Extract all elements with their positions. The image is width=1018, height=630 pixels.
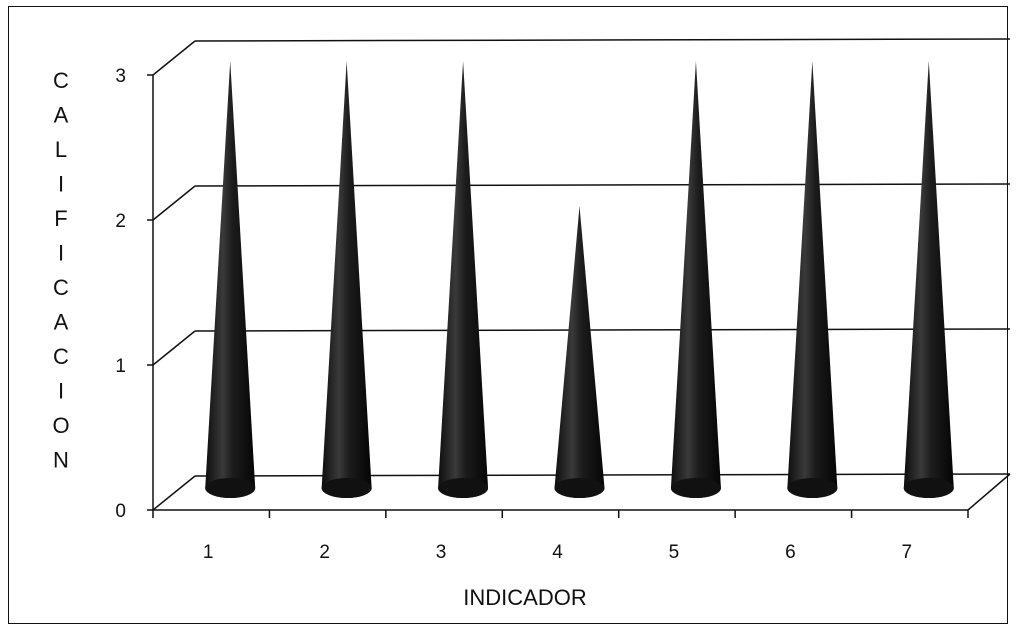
- cone-base: [321, 478, 372, 498]
- x-tick-label: 4: [552, 542, 563, 563]
- y-tick-label: 2: [115, 211, 126, 232]
- cone-body: [321, 61, 372, 498]
- cone-base: [438, 478, 489, 498]
- y-tick-label: 0: [115, 501, 126, 522]
- y-axis-title-letter: C: [53, 275, 69, 300]
- y-tick-label: 3: [115, 66, 126, 87]
- y-axis-title-letter: N: [53, 448, 69, 473]
- cone-body: [903, 61, 954, 498]
- cones: [205, 61, 954, 498]
- gridline-depth: [152, 185, 196, 221]
- y-axis-title-letter: I: [58, 172, 64, 197]
- y-axis-title-letter: L: [55, 137, 67, 162]
- cone-body: [787, 61, 838, 498]
- gridline: [194, 328, 1011, 332]
- cone-body: [554, 206, 605, 498]
- y-axis-title-letter: A: [54, 310, 69, 335]
- y-axis-title-letter: I: [58, 379, 64, 404]
- cone-bar: [670, 61, 721, 498]
- cone-bar: [554, 206, 605, 498]
- y-axis-title-letter: I: [58, 241, 64, 266]
- x-tick-label: 2: [319, 542, 330, 563]
- gridline-depth: [152, 330, 196, 366]
- gridline-depth: [152, 475, 196, 511]
- cone-base: [903, 478, 954, 498]
- x-tick-label: 7: [901, 542, 912, 563]
- y-axis-title-letter: C: [53, 68, 69, 93]
- x-axis-title: INDICADOR: [463, 585, 586, 610]
- gridline: [194, 183, 1011, 187]
- cone-body: [205, 61, 256, 498]
- y-axis-title-letter: C: [53, 344, 69, 369]
- y-axis-title-letter: A: [54, 103, 69, 128]
- y-axis-title-letter: F: [54, 206, 67, 231]
- gridlines: [147, 38, 1011, 518]
- cone-bar: [438, 61, 489, 498]
- x-tick-label: 6: [785, 542, 796, 563]
- cone-bar: [205, 61, 256, 498]
- cone-bar: [321, 61, 372, 498]
- cone-bar: [787, 61, 838, 498]
- x-tick-label: 5: [669, 542, 680, 563]
- cone-base: [787, 478, 838, 498]
- cone-body: [670, 61, 721, 498]
- y-axis-title-letter: O: [52, 413, 69, 438]
- x-tick-label: 3: [436, 542, 447, 563]
- cone-base: [205, 478, 256, 498]
- x-tick-label: 1: [203, 542, 214, 563]
- cone-bar: [903, 61, 954, 498]
- gridline-depth: [152, 40, 196, 76]
- gridline: [194, 38, 1011, 42]
- cone-base: [554, 478, 605, 498]
- cone-base: [670, 478, 721, 498]
- cone-body: [438, 61, 489, 498]
- floor-right-edge: [967, 473, 1011, 511]
- y-tick-label: 1: [115, 356, 126, 377]
- chart-frame: [8, 6, 1008, 624]
